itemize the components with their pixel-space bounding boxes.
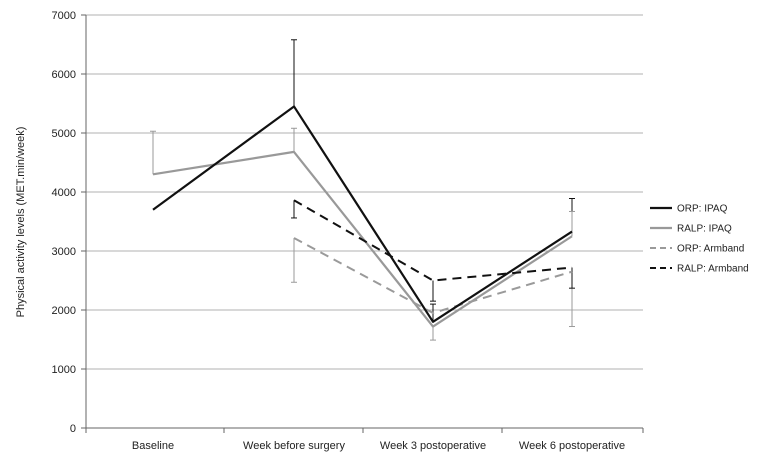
error-bars bbox=[150, 39, 575, 341]
y-tick-label: 4000 bbox=[52, 187, 76, 199]
x-tick-label: Week 6 postoperative bbox=[519, 440, 625, 452]
x-tick-labels: Baseline Week before surgery Week 3 postop… bbox=[132, 440, 625, 452]
legend: ORP: IPAQ RALP: IPAQ ORP: Armband RALP: Arm… bbox=[650, 204, 749, 275]
x-tick-label: Baseline bbox=[132, 440, 174, 452]
legend-label: RALP: IPAQ bbox=[677, 224, 732, 235]
axes bbox=[81, 14, 644, 433]
series-lines bbox=[152, 105, 573, 328]
y-tick-labels: 0 1000 2000 3000 4000 5000 6000 7000 bbox=[52, 10, 76, 435]
x-tick-label: Week 3 postoperative bbox=[380, 440, 486, 452]
y-axis-title: Physical activity levels (MET.min/week) bbox=[15, 127, 27, 318]
gridlines bbox=[86, 14, 643, 370]
y-tick-label: 0 bbox=[70, 423, 76, 435]
x-tick-label: Week before surgery bbox=[243, 440, 345, 452]
y-tick-label: 3000 bbox=[52, 246, 76, 258]
series-line-orp-armband bbox=[293, 237, 573, 314]
legend-label: ORP: Armband bbox=[677, 244, 744, 255]
series-line-ralp-armband bbox=[293, 199, 573, 282]
legend-label: ORP: IPAQ bbox=[677, 204, 728, 215]
y-tick-label: 1000 bbox=[52, 364, 76, 376]
y-tick-label: 6000 bbox=[52, 69, 76, 81]
series-line-orp-ipaq bbox=[152, 105, 573, 323]
legend-label: RALP: Armband bbox=[677, 264, 749, 275]
series-line-ralp-ipaq bbox=[152, 150, 573, 328]
y-tick-label: 7000 bbox=[52, 10, 76, 22]
y-tick-label: 5000 bbox=[52, 128, 76, 140]
y-tick-label: 2000 bbox=[52, 305, 76, 317]
